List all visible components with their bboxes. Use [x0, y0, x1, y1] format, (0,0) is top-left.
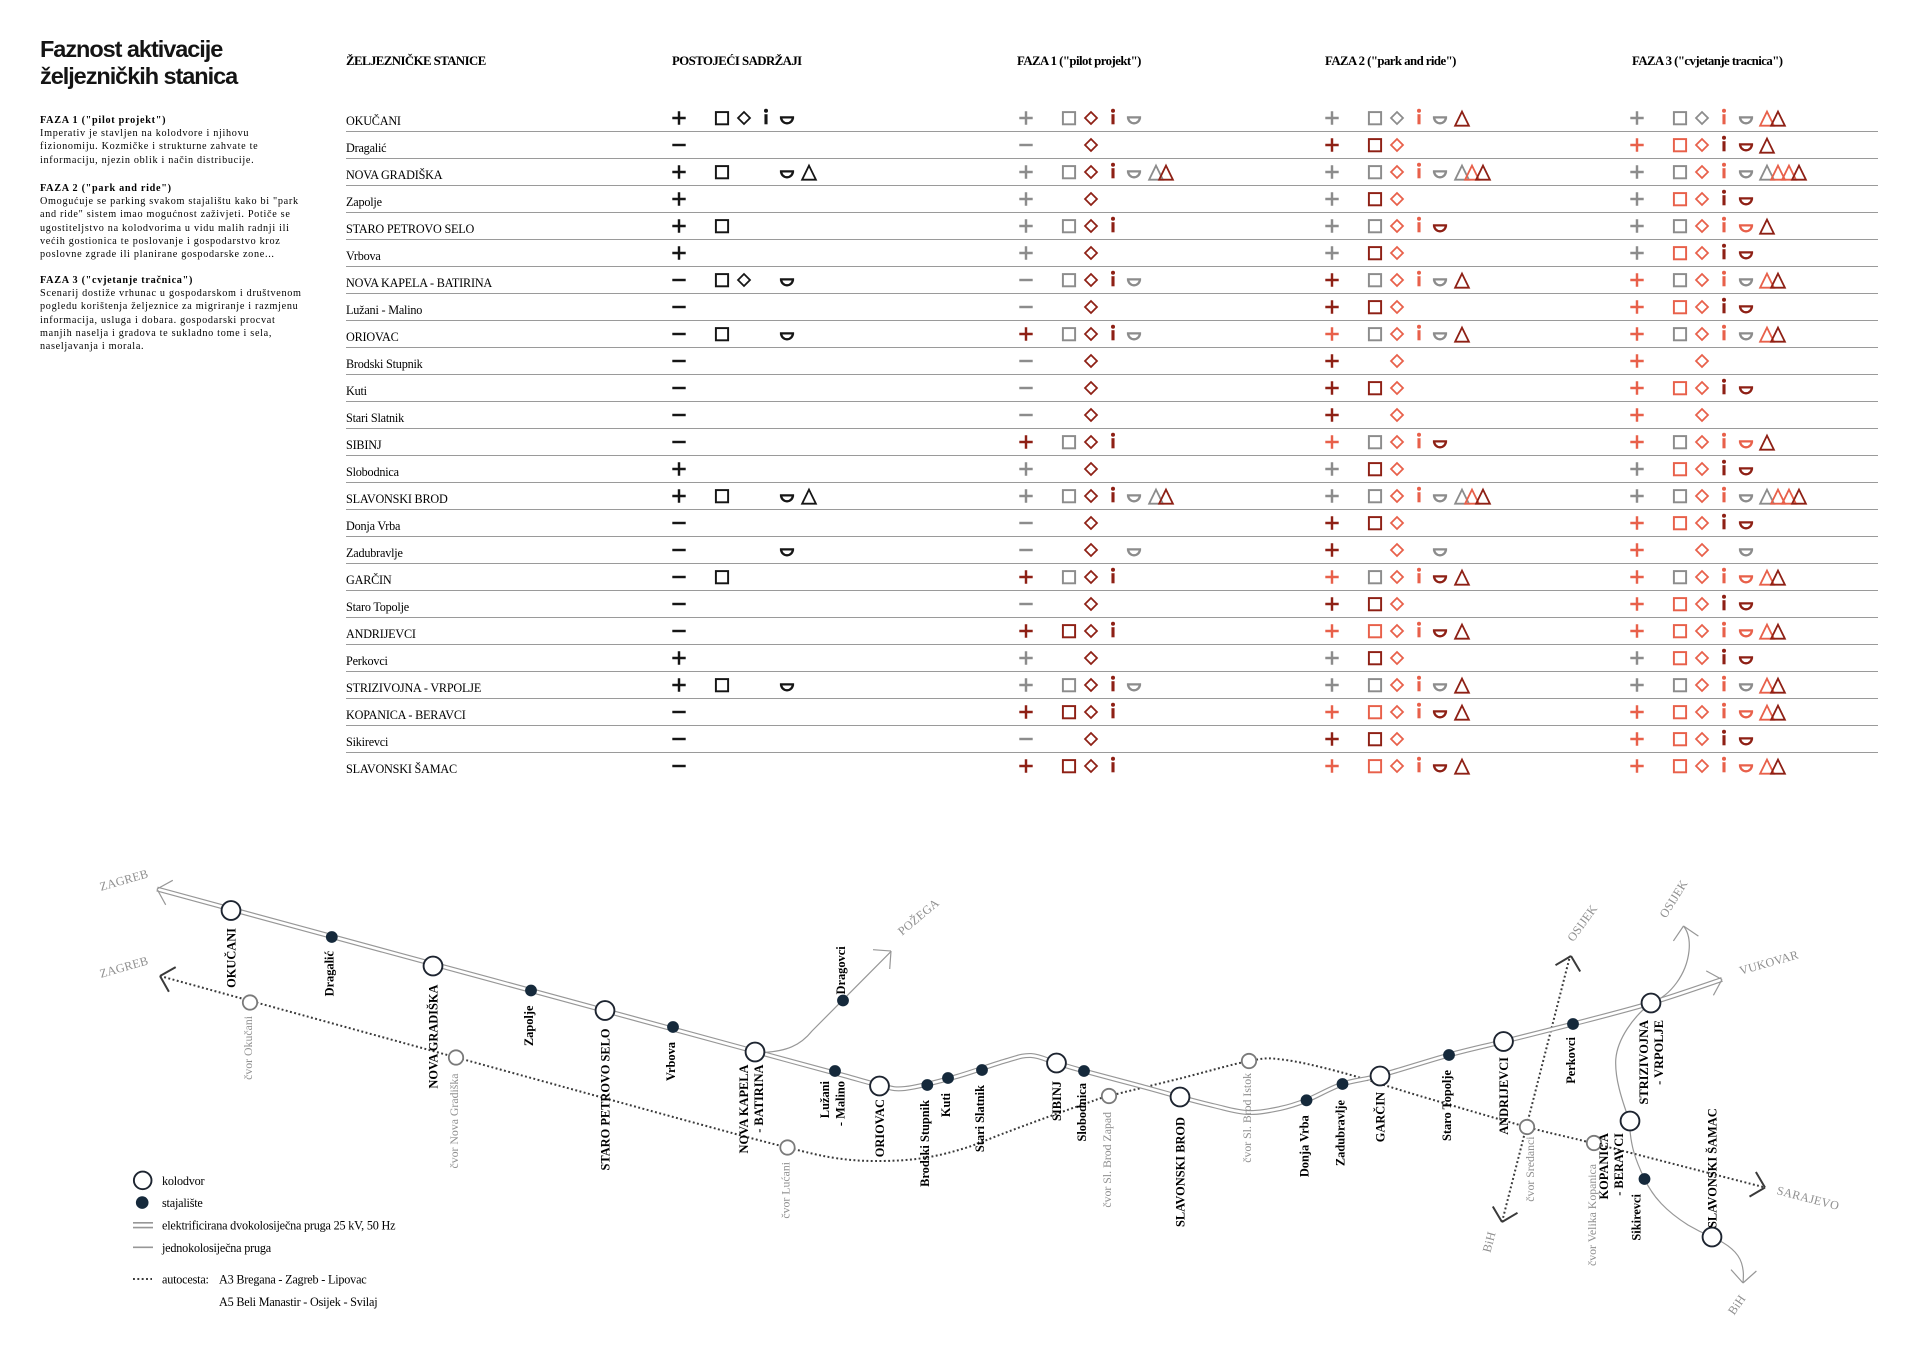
svg-text:ORIOVAC: ORIOVAC [873, 1099, 887, 1157]
svg-text:Slobodnica: Slobodnica [1075, 1083, 1089, 1142]
svg-text:stajalište: stajalište [162, 1196, 203, 1210]
svg-text:čvor Velika Kopanica: čvor Velika Kopanica [1585, 1163, 1599, 1266]
svg-text:VUKOVAR: VUKOVAR [1738, 947, 1801, 977]
svg-text:Vrbova: Vrbova [664, 1042, 678, 1081]
svg-text:čvor Sredanci: čvor Sredanci [1523, 1136, 1537, 1202]
svg-text:BiH: BiH [1725, 1292, 1748, 1317]
svg-text:- BERAVCI: - BERAVCI [1612, 1133, 1626, 1196]
svg-text:KOPANICA: KOPANICA [1597, 1133, 1611, 1200]
svg-text:čvor Sl. Brod Zapad: čvor Sl. Brod Zapad [1100, 1112, 1114, 1208]
svg-text:GARČIN: GARČIN [1374, 1092, 1388, 1142]
svg-text:Kuti: Kuti [939, 1092, 953, 1117]
svg-text:NOVA GRADIŠKA: NOVA GRADIŠKA [427, 984, 441, 1088]
svg-text:SIBINJ: SIBINJ [1050, 1081, 1064, 1121]
svg-text:ZAGREB: ZAGREB [98, 954, 150, 981]
svg-text:kolodvor: kolodvor [162, 1174, 205, 1188]
svg-text:SLAVONSKI ŠAMAC: SLAVONSKI ŠAMAC [1706, 1108, 1720, 1228]
svg-text:čvor Okučani: čvor Okučani [241, 1015, 255, 1080]
svg-text:čvor Lućani: čvor Lućani [779, 1161, 793, 1218]
svg-text:STARO PETROVO SELO: STARO PETROVO SELO [599, 1028, 613, 1170]
svg-text:elektrificirana dvokolosiječna: elektrificirana dvokolosiječna pruga 25 … [162, 1219, 396, 1233]
svg-text:Sikirevci: Sikirevci [1629, 1193, 1643, 1240]
svg-text:čvor Nova Gradiška: čvor Nova Gradiška [447, 1073, 461, 1169]
svg-text:A3 Bregana - Zagreb - Lipovac: A3 Bregana - Zagreb - Lipovac [219, 1273, 367, 1287]
svg-text:OKUČANI: OKUČANI [225, 928, 239, 988]
svg-text:ANDRIJEVCI: ANDRIJEVCI [1497, 1057, 1511, 1135]
svg-text:Zapolje: Zapolje [522, 1005, 536, 1046]
svg-text:jednokolosiječna pruga: jednokolosiječna pruga [161, 1241, 272, 1255]
svg-text:NOVA KAPELA: NOVA KAPELA [737, 1064, 751, 1153]
svg-text:STRIZIVOJNA: STRIZIVOJNA [1637, 1020, 1651, 1104]
svg-text:SARAJEVO: SARAJEVO [1775, 1183, 1840, 1213]
svg-text:autocesta:: autocesta: [162, 1273, 209, 1287]
svg-text:- Malino: - Malino [834, 1081, 848, 1126]
svg-text:Lužani: Lužani [818, 1080, 832, 1118]
svg-text:Zadubravlje: Zadubravlje [1333, 1100, 1347, 1167]
svg-text:Perkovci: Perkovci [1564, 1036, 1578, 1083]
svg-text:A5 Beli Manastir - Osijek - Sv: A5 Beli Manastir - Osijek - Svilaj [219, 1295, 377, 1309]
svg-text:Staro Topolje: Staro Topolje [1440, 1070, 1454, 1142]
svg-text:Dragovci: Dragovci [834, 946, 848, 995]
svg-text:BiH: BiH [1480, 1230, 1499, 1254]
svg-text:- BATIRINA: - BATIRINA [752, 1064, 766, 1132]
svg-text:SLAVONSKI BROD: SLAVONSKI BROD [1174, 1117, 1188, 1227]
svg-text:OSIJEK: OSIJEK [1564, 902, 1600, 944]
svg-text:- VRPOLJE: - VRPOLJE [1652, 1020, 1666, 1085]
svg-text:POŽEGA: POŽEGA [895, 896, 942, 938]
svg-text:OSIJEK: OSIJEK [1657, 877, 1691, 920]
svg-text:čvor Sl. Brod Istok: čvor Sl. Brod Istok [1240, 1073, 1254, 1163]
svg-text:Brodski Stupnik: Brodski Stupnik [918, 1100, 932, 1187]
svg-text:Donja Vrba: Donja Vrba [1297, 1115, 1311, 1177]
svg-text:ZAGREB: ZAGREB [98, 867, 150, 894]
svg-text:Stari Slatnik: Stari Slatnik [973, 1085, 987, 1152]
svg-text:Dragalić: Dragalić [323, 951, 337, 997]
